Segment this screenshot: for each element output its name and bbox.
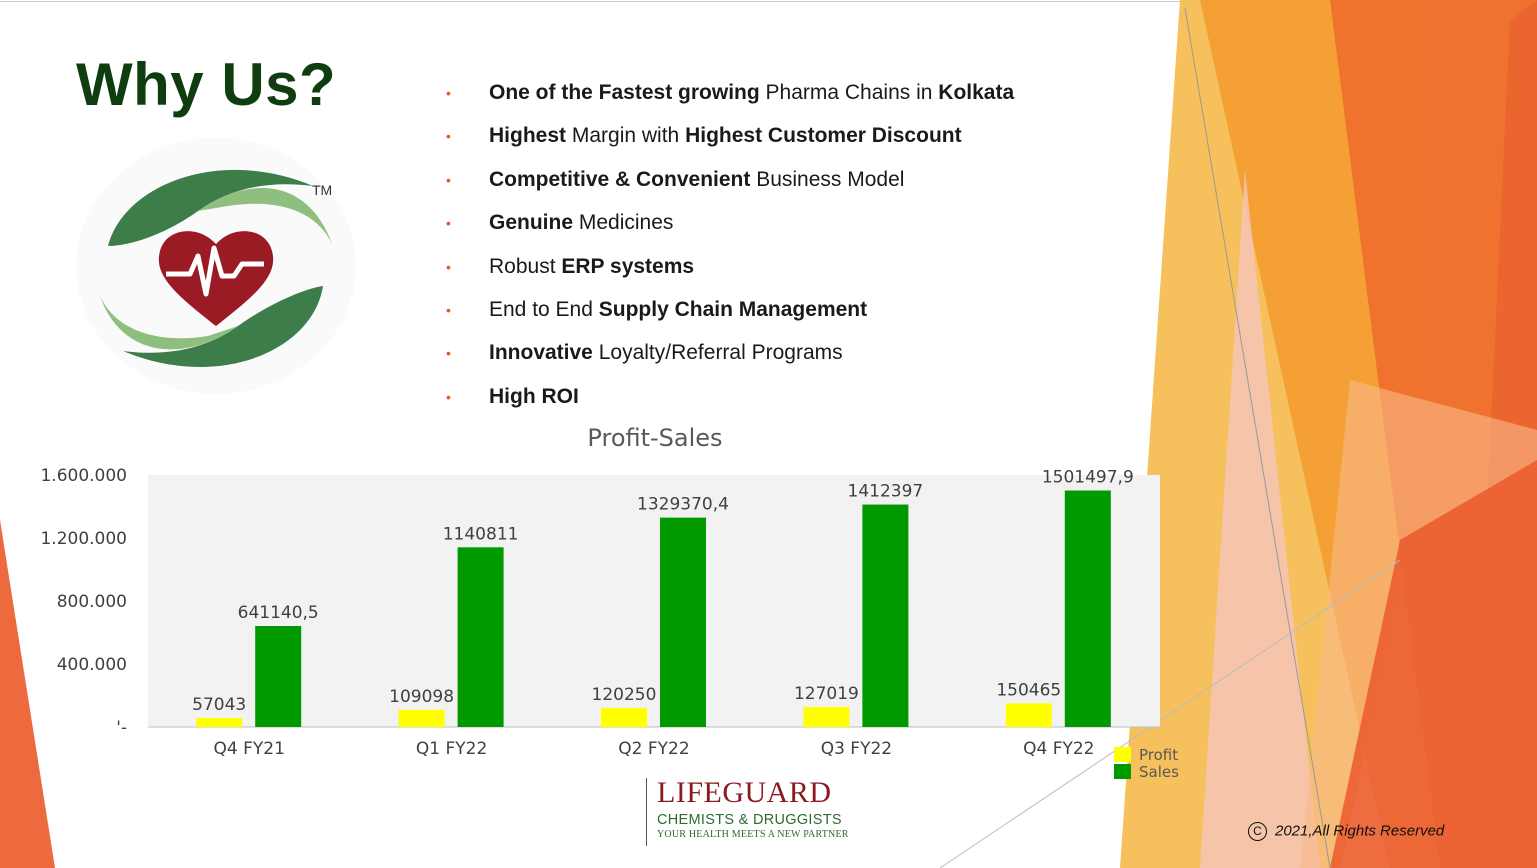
feature-text-bold: Kolkata [938, 81, 1015, 104]
profit-sales-chart: Profit-Sales '- 400.000 800.000 1.200.000 1.6… [40, 424, 1179, 781]
copyright-icon: C [1248, 822, 1267, 841]
sales-bar [255, 626, 302, 727]
copyright-text: 2021,All Rights Reserved [1275, 822, 1445, 840]
feature-text: Business Model [750, 167, 905, 191]
feature-text-bold: Highest [489, 124, 567, 148]
plot-area [148, 475, 1160, 727]
y-tick-label: 400.000 [57, 655, 127, 675]
bullet-icon: • [446, 171, 451, 188]
feature-item: • Genuine Medicines [440, 206, 1014, 249]
feature-item: • One of the Fastest growing Pharma Chain… [440, 76, 1014, 119]
sales-data-label: 1501497,9 [1042, 468, 1134, 488]
legend-label: Sales [1139, 763, 1179, 781]
lifeguard-logo [76, 138, 356, 394]
profit-data-label: 120250 [592, 685, 657, 705]
profit-data-label: 127019 [794, 684, 859, 704]
feature-item: • Highest Margin with Highest Customer Di… [440, 119, 1014, 162]
feature-text-bold: ERP systems [561, 254, 695, 278]
bullet-icon: • [446, 258, 451, 275]
profit-bar [803, 706, 850, 727]
feature-item: • Competitive & Convenient Business Model [440, 163, 1014, 206]
feature-text: Medicines [573, 211, 674, 235]
sales-bar [862, 504, 909, 727]
bullet-icon: • [446, 128, 451, 145]
feature-text: Pharma Chains in [759, 81, 939, 104]
feature-text-bold: Highest Customer Discount [685, 124, 962, 148]
y-tick-label: 800.000 [57, 592, 127, 612]
brand-name: LIFEGUARD [657, 776, 832, 809]
legend-sales-swatch [1114, 764, 1131, 779]
bullet-icon: • [446, 85, 451, 101]
feature-text-bold: Innovative [489, 341, 593, 365]
y-tick-label: 1.200.000 [40, 529, 127, 549]
copyright-note: C 2021,All Rights Reserved [1248, 822, 1444, 841]
feature-text-bold: One of the Fastest growing [489, 81, 760, 104]
bullet-icon: • [446, 301, 451, 318]
profit-bar [196, 718, 243, 727]
legend-profit-swatch [1114, 747, 1131, 762]
bullet-icon: • [446, 215, 451, 232]
feature-text-bold: High ROI [489, 384, 579, 408]
trademark-mark: TM [312, 182, 333, 198]
profit-data-label: 57043 [192, 695, 246, 715]
sales-bar [457, 547, 504, 727]
profit-data-label: 109098 [389, 687, 454, 707]
x-tick-label: Q3 FY22 [821, 739, 892, 759]
sales-bar [660, 517, 706, 727]
feature-text: Robust [489, 254, 562, 278]
feature-text-bold: Supply Chain Management [598, 297, 868, 321]
x-tick-label: Q4 FY21 [213, 739, 284, 759]
sales-data-label: 641140,5 [238, 603, 319, 623]
feature-item: • Robust ERP systems [440, 250, 1014, 293]
feature-item: • Innovative Loyalty/Referral Programs [440, 336, 1014, 379]
x-tick-label: Q2 FY22 [618, 739, 689, 759]
feature-item: • High ROI [440, 380, 1014, 423]
sales-data-label: 1412397 [848, 482, 924, 502]
page-title: Why Us? [76, 51, 337, 118]
feature-text: Loyalty/Referral Programs [592, 341, 843, 365]
feature-text: Margin with [566, 124, 686, 148]
feature-item: • End to End Supply Chain Management [440, 293, 1014, 336]
chart-title: Profit-Sales [587, 424, 722, 452]
feature-text-bold: Genuine [489, 211, 574, 235]
profit-data-label: 150465 [996, 680, 1061, 700]
y-tick-label: '- [116, 718, 127, 738]
x-tick-label: Q1 FY22 [416, 739, 487, 759]
legend-label: Profit [1139, 746, 1178, 764]
sales-data-label: 1329370,4 [637, 495, 729, 515]
feature-text: End to End [489, 297, 599, 321]
bullet-icon: • [446, 388, 451, 405]
feature-list: • One of the Fastest growing Pharma Chain… [440, 76, 1014, 423]
profit-bar [601, 708, 647, 727]
brand-subtitle: CHEMISTS & DRUGGISTS [657, 812, 842, 828]
feature-text-bold: Competitive & Convenient [489, 167, 751, 191]
bullet-icon: • [446, 345, 451, 362]
brand-tagline: YOUR HEALTH MEETS A NEW PARTNER [657, 829, 849, 840]
x-tick-label: Q4 FY22 [1023, 739, 1094, 759]
sales-bar [1064, 490, 1111, 727]
profit-bar [398, 709, 445, 727]
profit-bar [1005, 703, 1052, 727]
brand-block: LIFEGUARD CHEMISTS & DRUGGISTS YOUR HEAL… [646, 778, 849, 846]
y-tick-label: 1.600.000 [40, 466, 127, 486]
sales-data-label: 1140811 [443, 524, 519, 544]
